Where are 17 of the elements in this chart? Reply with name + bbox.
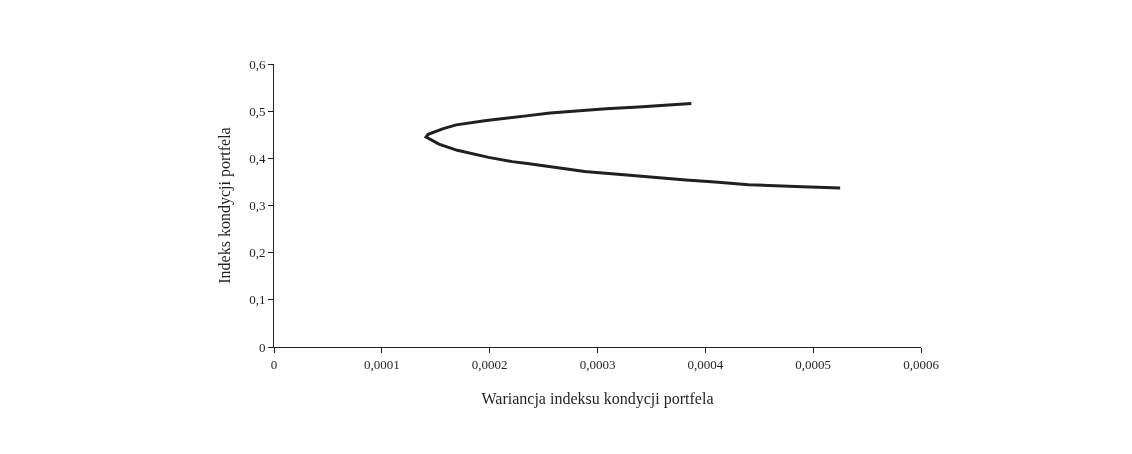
y-tick-label: 0,4 [249,150,266,166]
x-tick-label: 0,0003 [579,356,616,372]
y-tick-label: 0,6 [249,56,266,72]
y-axis-title: Indeks kondycji portfela [216,127,235,284]
x-tick-label: 0,0005 [795,356,832,372]
y-tick-label: 0,5 [249,103,266,119]
y-tick-label: 0 [258,339,266,355]
x-tick-label: 0,0006 [903,356,940,372]
y-tick-label: 0,1 [249,292,266,308]
x-tick-label: 0,0002 [471,356,508,372]
x-tick-label: 0,0001 [363,356,400,372]
y-tick-label: 0,3 [249,198,266,214]
line-series [424,102,842,190]
y-tick-label: 0,2 [249,245,266,261]
x-tick-label: 0,0004 [687,356,724,372]
x-axis-title: Wariancja indeksu kondycji portfela [481,390,714,409]
x-tick-label: 0 [270,356,278,372]
